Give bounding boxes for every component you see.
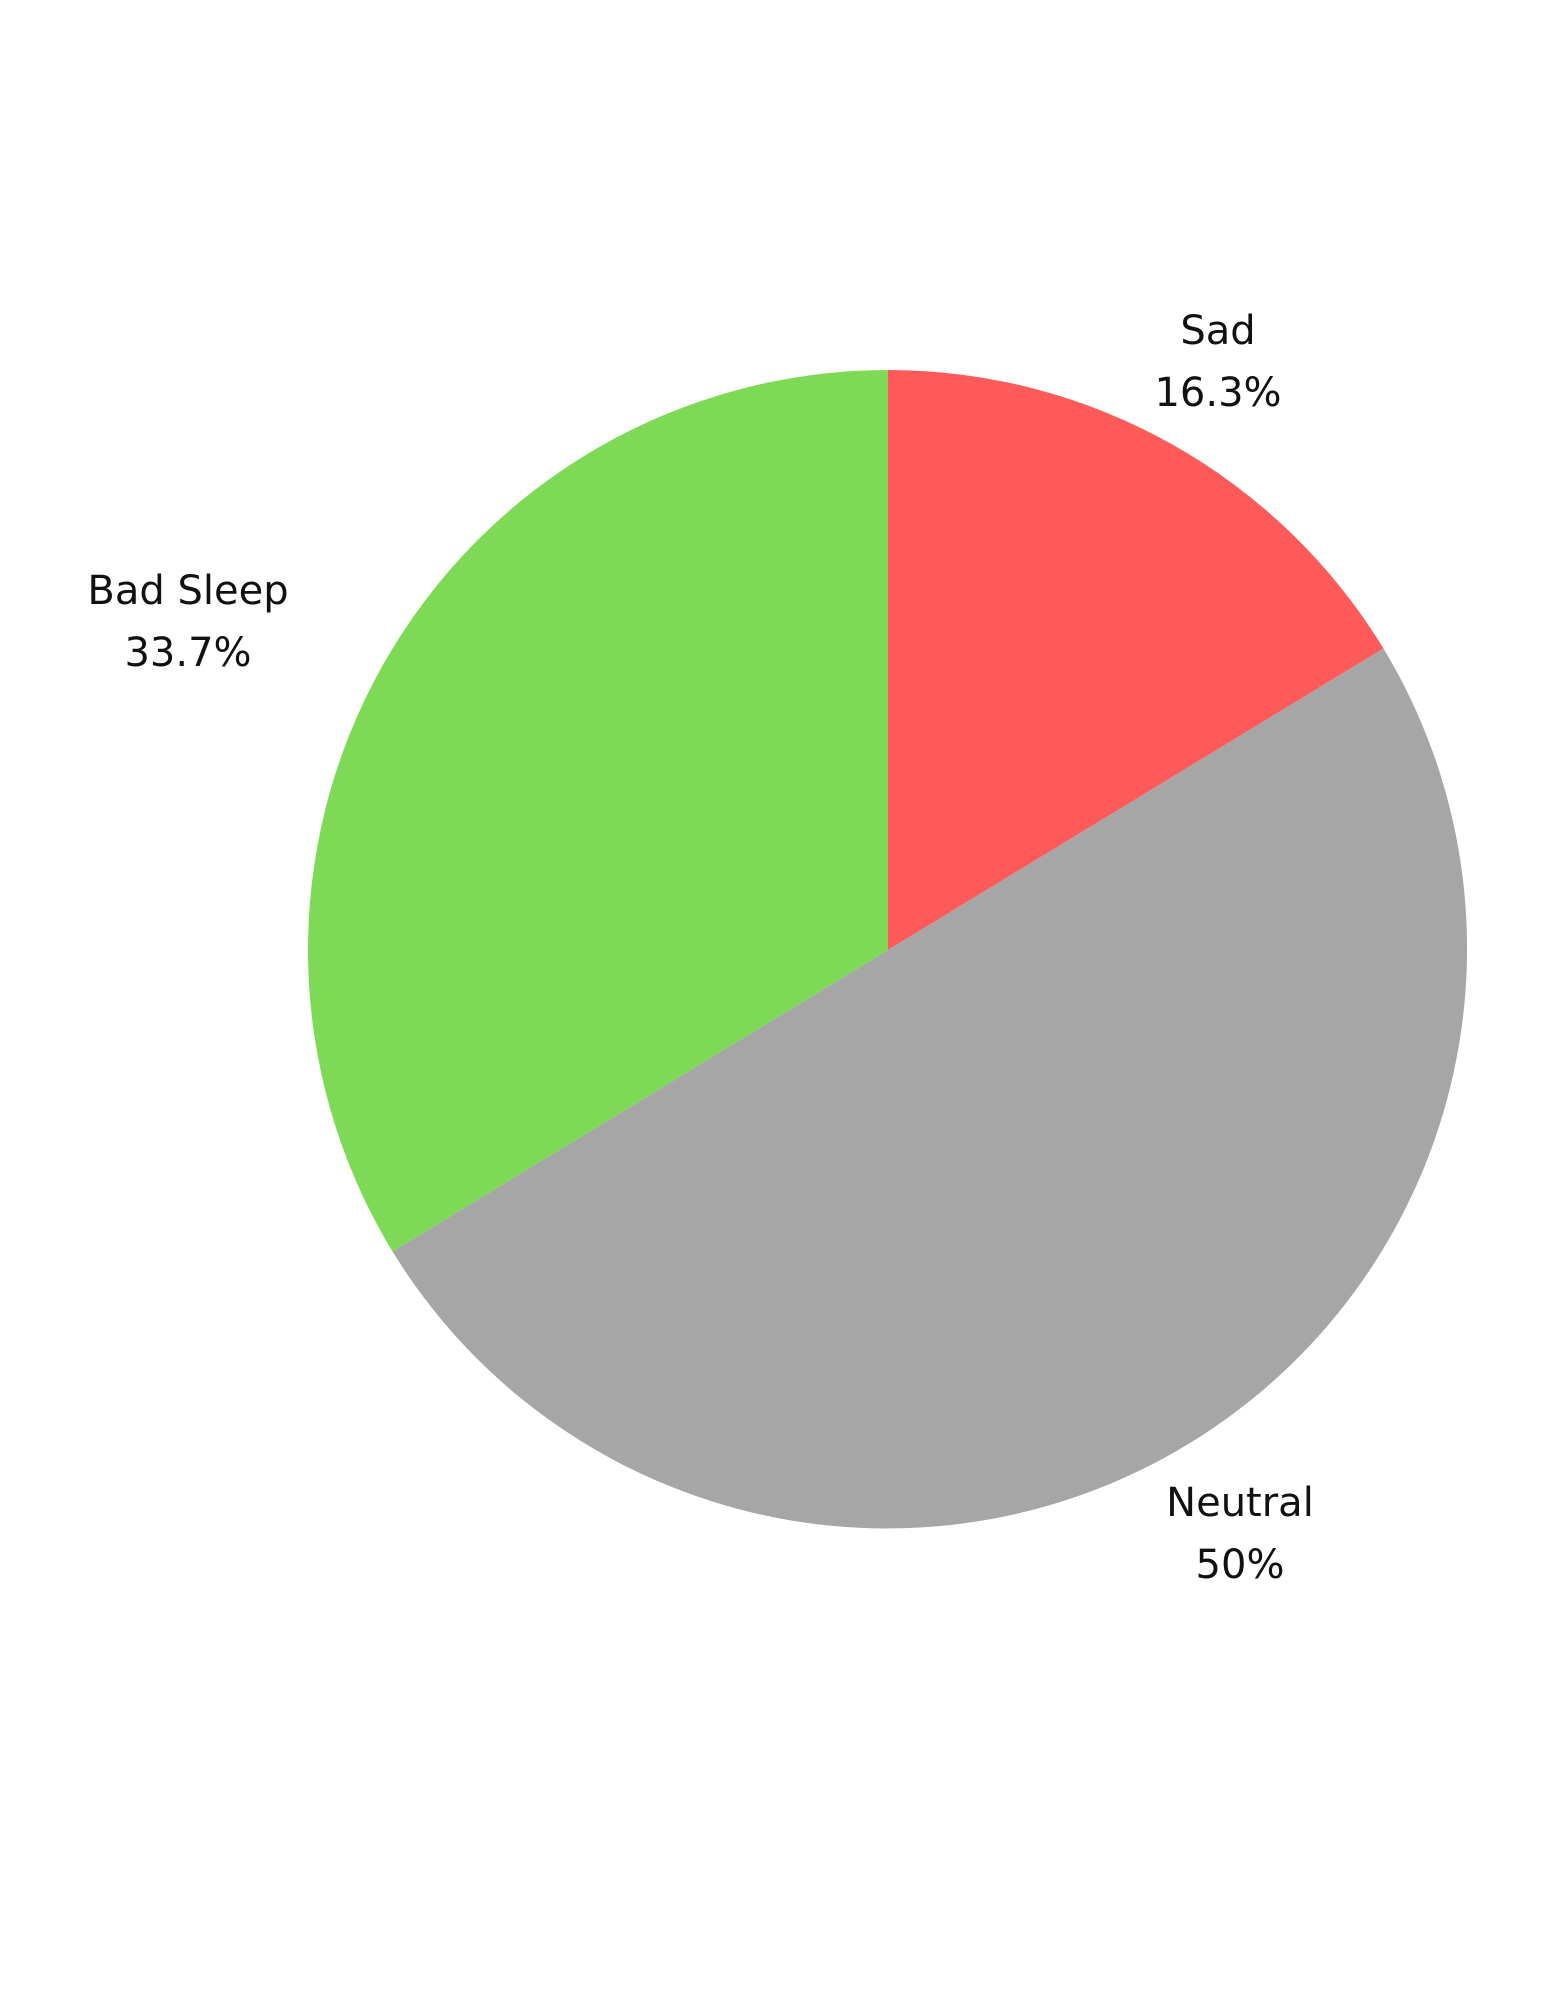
slice-value-sad: 16.3%	[1154, 370, 1281, 416]
slice-label-bad-sleep: Bad Sleep	[87, 568, 288, 614]
slice-value-bad-sleep: 33.7%	[124, 630, 251, 676]
pie-labels: Sad 16.3% Neutral 50% Bad Sleep 33.7%	[87, 308, 1313, 1588]
pie-slices	[308, 370, 1468, 1529]
pie-slice-neutral	[392, 648, 1468, 1529]
slice-label-sad: Sad	[1180, 308, 1255, 354]
pie-slice-bad-sleep	[308, 370, 888, 1252]
pie-slice-sad	[888, 370, 1384, 950]
slice-value-neutral: 50%	[1196, 1542, 1285, 1588]
slice-label-neutral: Neutral	[1166, 1480, 1314, 1526]
